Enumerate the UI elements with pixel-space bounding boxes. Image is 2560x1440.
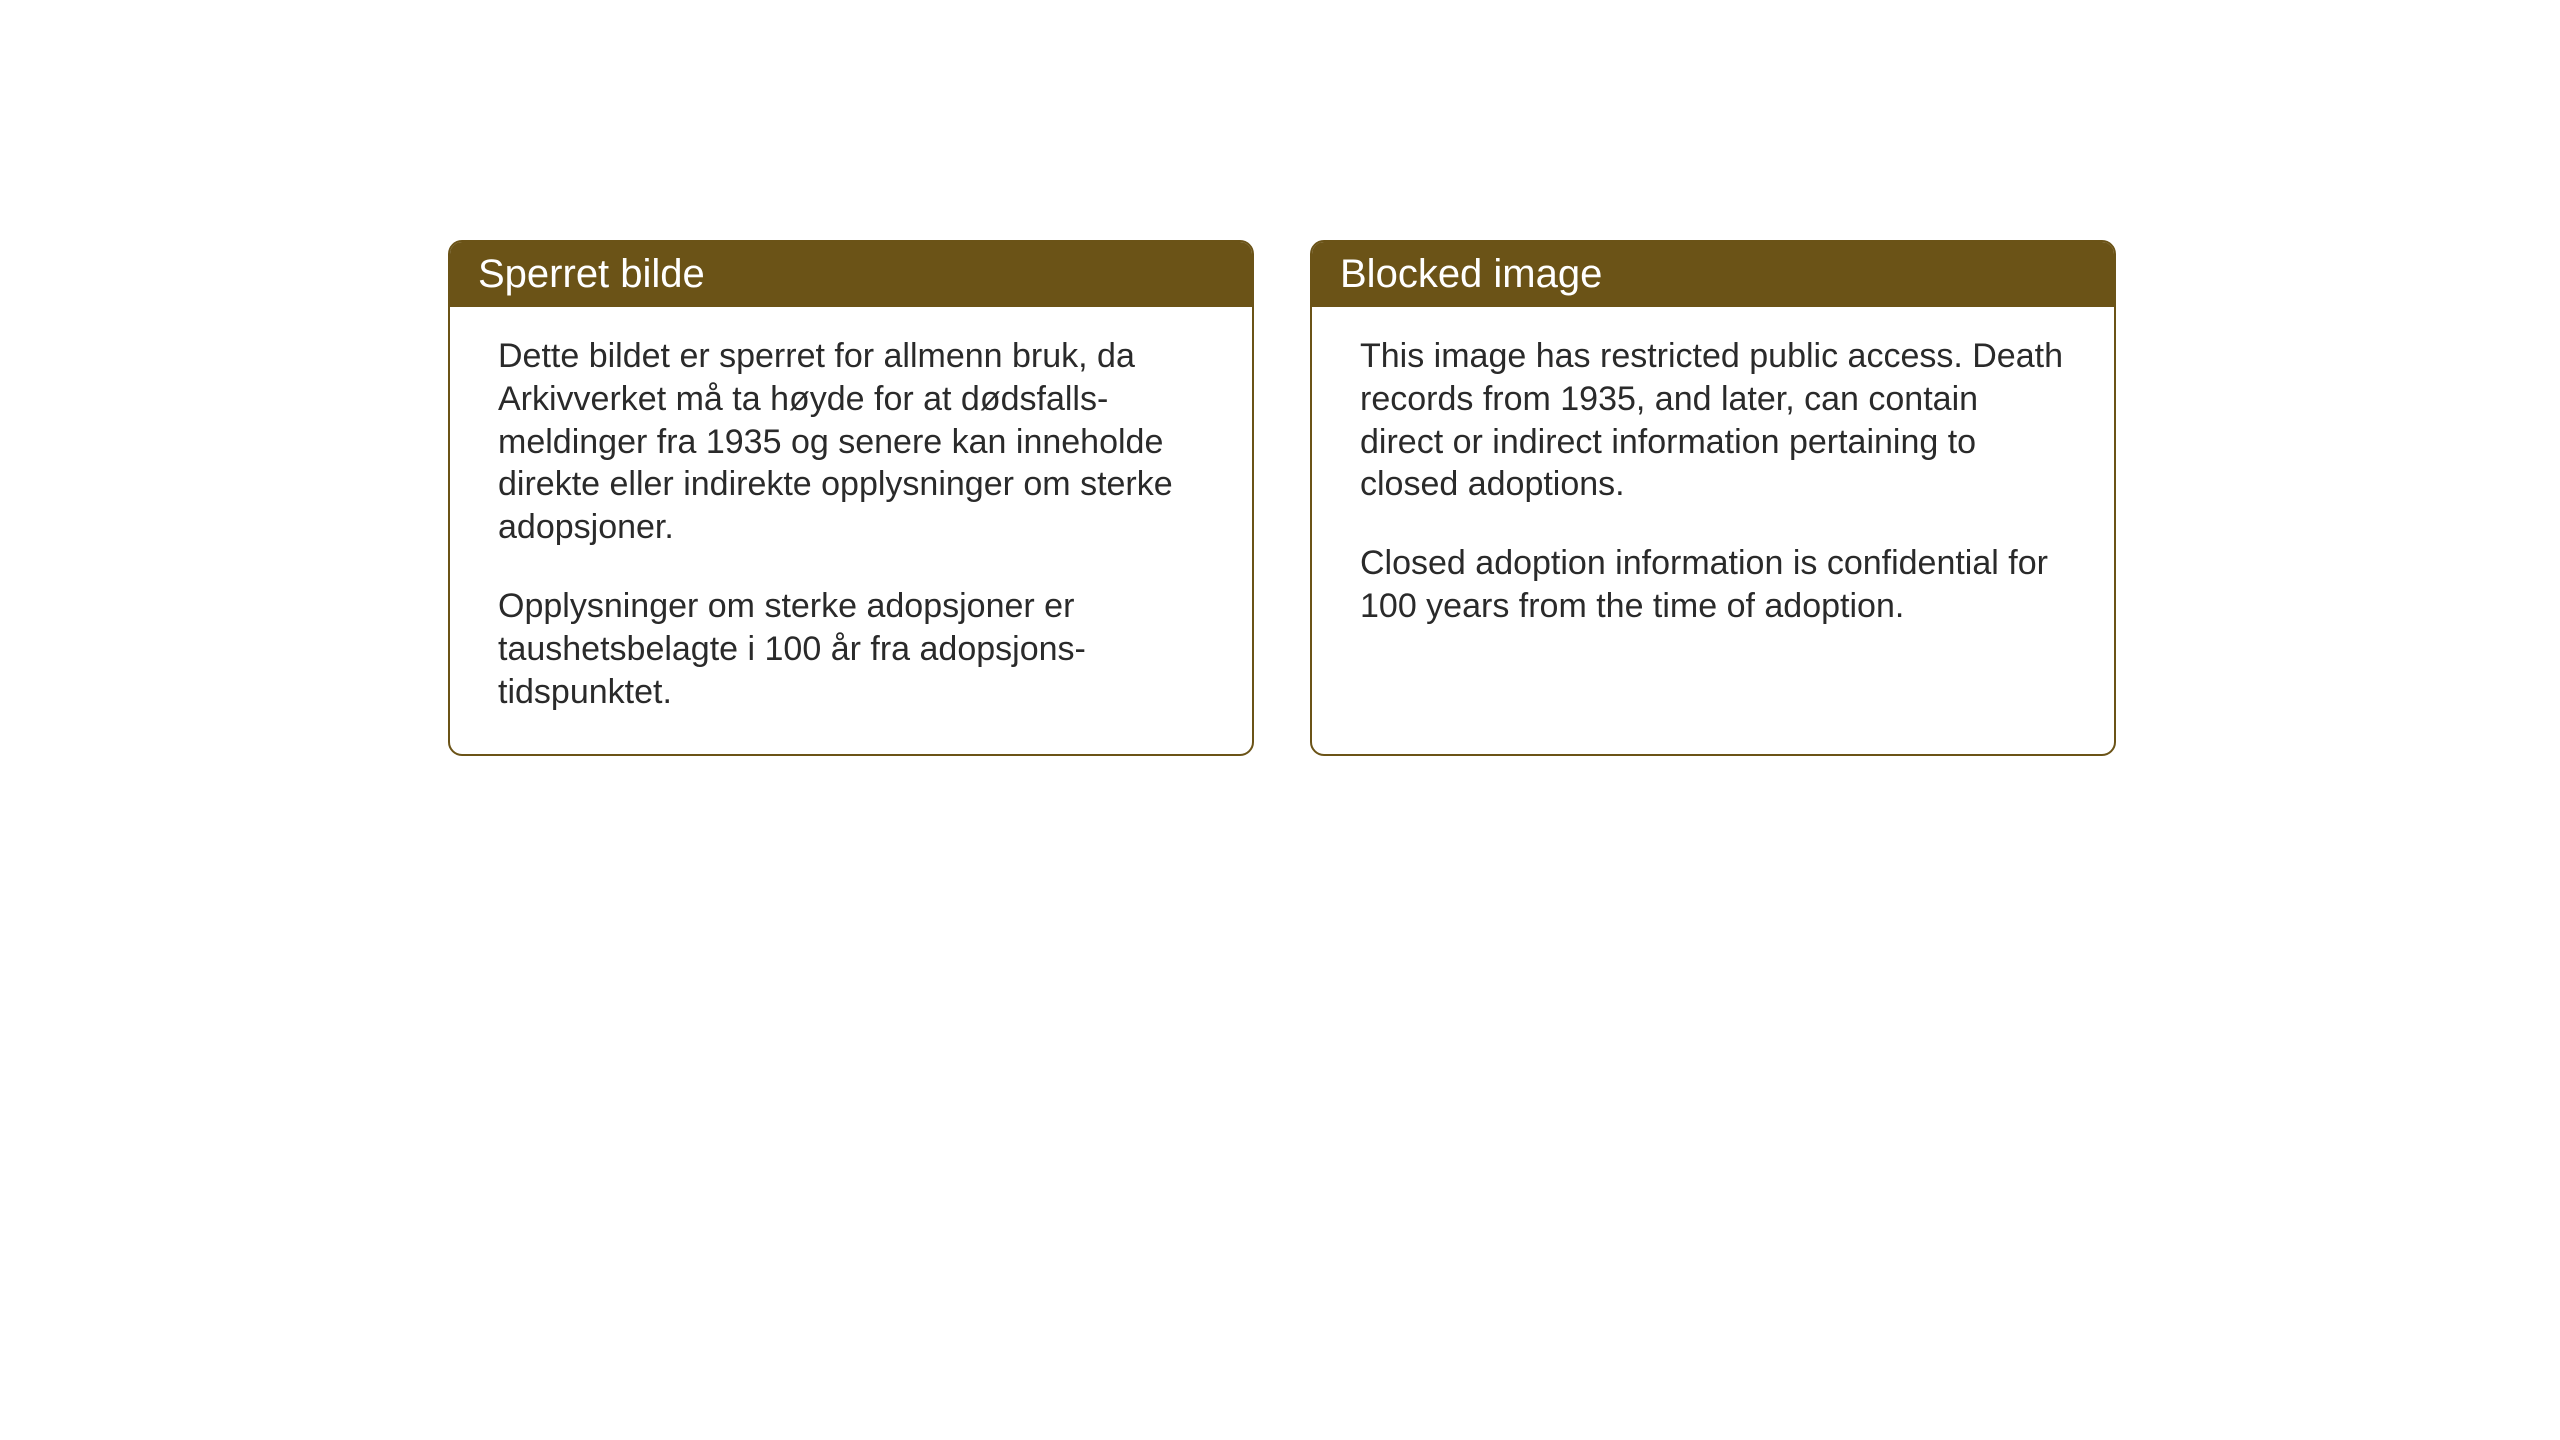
card-title-norwegian: Sperret bilde (478, 252, 705, 296)
card-header-english: Blocked image (1312, 242, 2114, 307)
notice-container: Sperret bilde Dette bildet er sperret fo… (448, 240, 2116, 756)
notice-card-english: Blocked image This image has restricted … (1310, 240, 2116, 756)
card-body-norwegian: Dette bildet er sperret for allmenn bruk… (450, 307, 1252, 754)
card-paragraph-english-2: Closed adoption information is confident… (1360, 542, 2066, 628)
card-title-english: Blocked image (1340, 252, 1602, 296)
card-paragraph-norwegian-2: Opplysninger om sterke adopsjoner er tau… (498, 585, 1204, 713)
card-body-english: This image has restricted public access.… (1312, 307, 2114, 737)
card-header-norwegian: Sperret bilde (450, 242, 1252, 307)
card-paragraph-norwegian-1: Dette bildet er sperret for allmenn bruk… (498, 335, 1204, 549)
notice-card-norwegian: Sperret bilde Dette bildet er sperret fo… (448, 240, 1254, 756)
card-paragraph-english-1: This image has restricted public access.… (1360, 335, 2066, 506)
